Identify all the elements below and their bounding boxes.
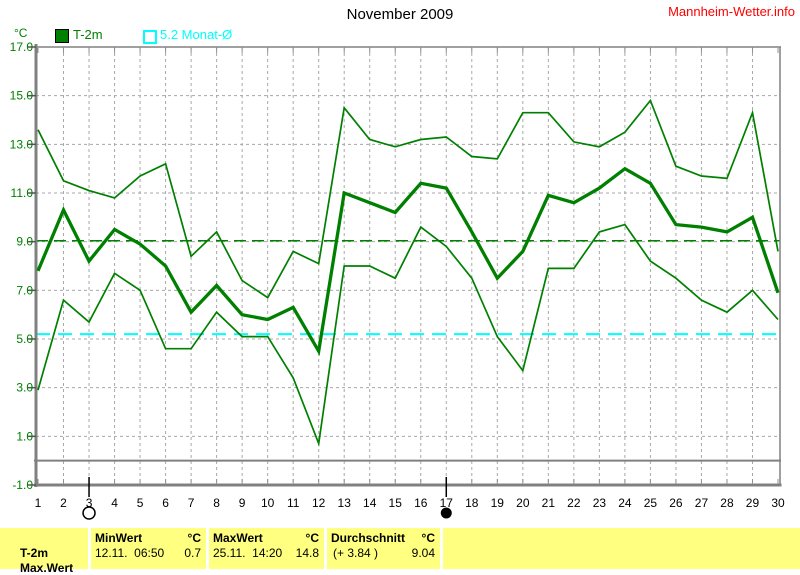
temperature-chart: 17.015.013.011.09.07.05.03.01.0-1.01 2 3 4 5… (10, 40, 785, 520)
series-line-t-2m-daily-mean (36, 166, 780, 357)
x-tick-label: 23 (593, 496, 607, 510)
y-tick-label: -1.0 (12, 478, 33, 492)
x-tick-label: 9 (239, 496, 246, 510)
y-tick-label: 13.0 (10, 137, 34, 151)
y-tick-label: 9.0 (16, 235, 33, 249)
x-tick-label: 13 (338, 496, 352, 510)
y-tick-label: 15.0 (10, 89, 34, 103)
x-tick-label: 26 (669, 496, 683, 510)
full-moon-icon (82, 506, 96, 520)
durchschnitt-anomaly: (+ 3.84 ) (333, 546, 379, 560)
y-tick-label: 17.0 (10, 40, 34, 54)
x-tick-label: 20 (516, 496, 530, 510)
summary-table: MinWert °C MaxWert °C Durchschnitt °C T-… (0, 528, 800, 575)
new-moon-icon (440, 507, 452, 519)
page-title: November 2009 (346, 6, 454, 23)
minwert-datetime: 12.11. 06:50 (95, 546, 165, 560)
x-tick-label: 30 (771, 496, 785, 510)
durchschnitt-unit: °C (421, 531, 435, 545)
y-tick-label: 11.0 (11, 186, 34, 200)
legend-month-avg-label: 5.2 Monat-Ø (160, 27, 233, 42)
x-tick-label: 19 (491, 496, 505, 510)
x-tick-label: 6 (162, 496, 169, 510)
series-line-t-2m-daily-max (37, 98, 779, 299)
x-tick-label: 28 (720, 496, 734, 510)
brand-link[interactable]: Mannheim-Wetter.info (668, 4, 795, 19)
x-tick-label: 10 (261, 496, 275, 510)
clipped-row-label: Max.Wert (20, 561, 74, 575)
x-tick-label: 5 (137, 496, 144, 510)
series-line-t-2m-daily-min (37, 223, 779, 447)
minwert-header: MinWert (95, 531, 143, 545)
y-tick-label: 5.0 (16, 332, 33, 346)
y-axis-unit-label: °C (14, 26, 28, 40)
table-divider (206, 528, 209, 569)
durchschnitt-header: Durchschnitt (331, 531, 406, 545)
x-tick-label: 1 (35, 496, 42, 510)
x-tick-label: 22 (567, 496, 581, 510)
x-tick-label: 29 (746, 496, 760, 510)
x-tick-label: 15 (389, 496, 403, 510)
legend-month-avg-swatch (143, 30, 157, 44)
x-tick-label: 18 (465, 496, 479, 510)
series-row-label: T-2m (20, 546, 49, 560)
minwert-unit: °C (187, 531, 201, 545)
y-tick-label: 1.0 (16, 429, 33, 443)
y-tick-label: 7.0 (16, 283, 33, 297)
x-tick-label: 16 (414, 496, 428, 510)
durchschnitt-value: 9.04 (411, 546, 435, 560)
maxwert-value: 14.8 (295, 546, 319, 560)
x-tick-label: 27 (695, 496, 709, 510)
x-tick-label: 4 (111, 496, 118, 510)
x-tick-label: 24 (618, 496, 632, 510)
x-tick-label: 17 (440, 496, 454, 510)
x-tick-label: 11 (287, 496, 300, 510)
x-tick-label: 8 (213, 496, 220, 510)
y-tick-label: 3.0 (16, 381, 33, 395)
minwert-value: 0.7 (184, 546, 201, 560)
x-tick-label: 14 (363, 496, 377, 510)
x-tick-label: 2 (60, 496, 67, 510)
table-divider (324, 528, 327, 569)
x-tick-label: 25 (644, 496, 658, 510)
x-tick-label: 3 (86, 496, 93, 510)
legend-t2m-label: T-2m (73, 27, 103, 42)
x-tick-label: 7 (188, 496, 195, 510)
table-divider (88, 528, 91, 569)
maxwert-unit: °C (305, 531, 319, 545)
x-tick-label: 21 (542, 496, 556, 510)
maxwert-header: MaxWert (213, 531, 263, 545)
maxwert-datetime: 25.11. 14:20 (213, 546, 283, 560)
legend-t2m-swatch (55, 29, 69, 43)
x-tick-label: 12 (312, 496, 326, 510)
table-divider (440, 528, 443, 569)
